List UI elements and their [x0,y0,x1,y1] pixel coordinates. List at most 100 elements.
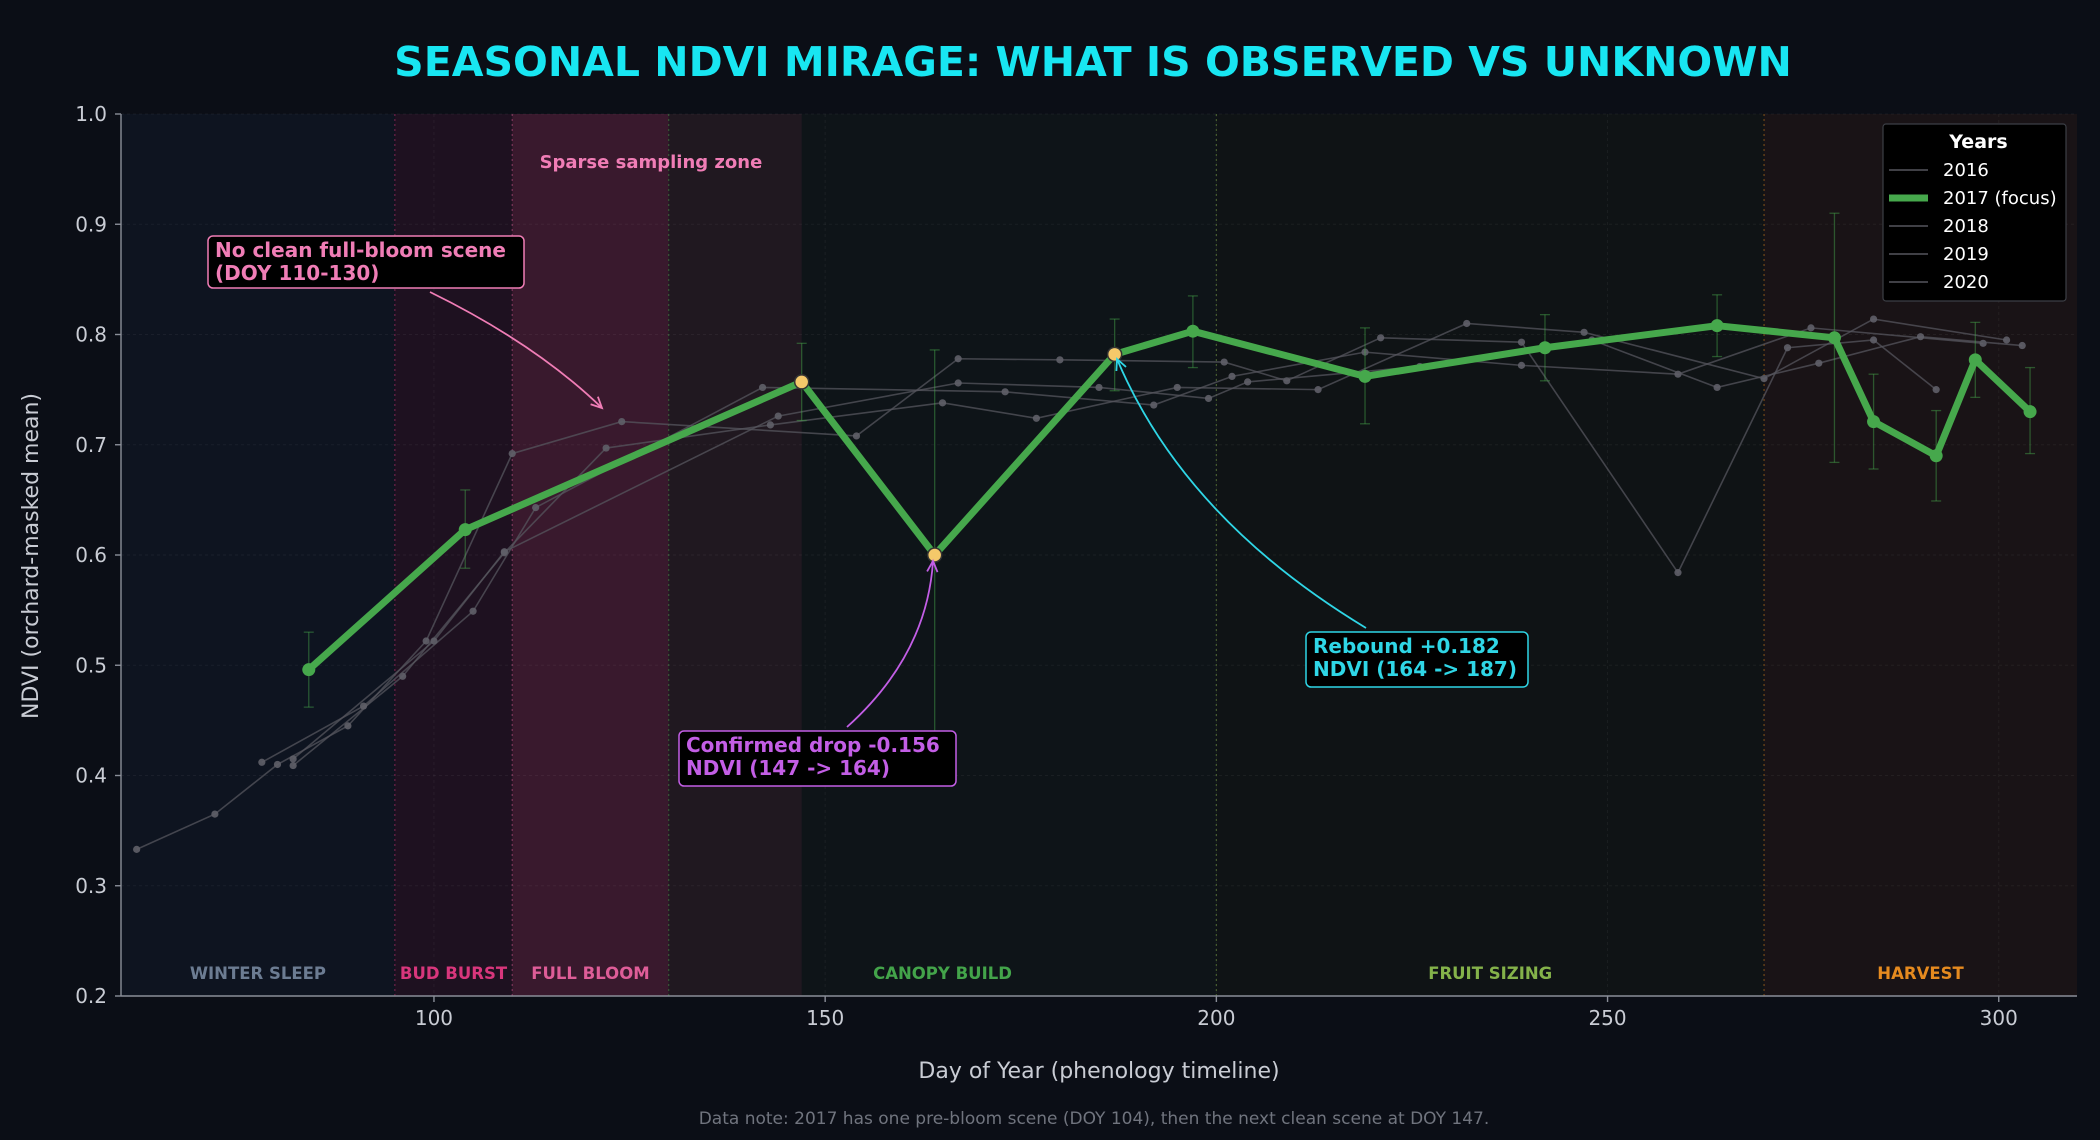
series-point-2019 [1228,372,1236,380]
highlight-point [793,374,810,390]
legend: Years 2016 2017 (focus) 2018 2019 2020 [1882,123,2067,302]
series-point-2016 [1674,569,1682,577]
series-point-2020 [1916,333,1925,341]
series-point-focus [1710,319,1724,333]
y-tick-label: 0.5 [75,653,107,677]
series-point-focus [1867,415,1881,429]
legend-label: 2020 [1943,272,1989,293]
annotation-text: Rebound +0.182 [1313,634,1500,658]
phase-label: FULL BLOOM [531,964,649,983]
series-point-2020 [289,755,297,763]
x-axis-label: Day of Year (phenology timeline) [918,1059,1279,1084]
y-tick-label: 0.7 [75,433,107,457]
y-tick-label: 0.2 [75,984,107,1008]
series-point-2016 [954,355,962,363]
annotation-text: Confirmed drop -0.156 [686,733,940,757]
annotation-text: (DOY 110-130) [215,261,379,285]
series-point-focus [1968,353,1982,367]
series-point-2018 [1463,319,1471,328]
series-point-2019 [1517,361,1526,369]
series-point-focus [1827,331,1841,345]
series-point-2019 [758,383,767,392]
phase-band [512,114,669,996]
legend-label: 2017 (focus) [1943,188,2057,209]
series-point-2019 [469,607,477,615]
series-line-focus [305,322,2034,674]
annotation-arrow [846,560,934,728]
series-point-2018 [289,761,297,770]
series-line-2016 [136,337,1937,851]
x-tick-label: 250 [1588,1006,1626,1030]
series-point-2020 [500,548,508,556]
phase-label: WINTER SLEEP [190,964,326,983]
series-line-2020 [292,335,2023,760]
series-point-2018 [1032,414,1041,422]
y-tick-label: 0.9 [75,212,107,236]
series-point-2016 [618,417,626,426]
series-point-focus [2023,405,2037,419]
series-point-focus [1358,369,1372,383]
series-point-2020 [1244,378,1252,386]
series-point-focus [302,663,316,677]
annotation-box [207,235,525,289]
series-point-focus [1929,449,1943,463]
annotation-arrow-head [1115,357,1127,372]
phase-label: HARVEST [1877,964,1964,983]
legend-box [1882,123,2067,302]
plot-area: Sparse sampling zone WINTER SLEEP BUD BURS… [75,102,2077,1030]
series-point-2016 [1377,334,1385,342]
phase-band [668,114,1217,996]
series-point-2016 [422,637,430,645]
series-point-2018 [1869,315,1878,323]
y-tick-label: 0.6 [75,543,107,567]
series-point-2020 [954,379,962,387]
series-point-2016 [344,722,352,730]
series-point-2019 [1001,388,1009,396]
series-line-2018 [292,318,2007,767]
x-tick-label: 100 [415,1006,453,1030]
annotation-box [1305,631,1529,688]
y-tick-label: 0.4 [75,764,107,788]
y-tick-label: 0.3 [75,874,107,898]
series-point-2016 [1932,386,1940,394]
annotation-arrow-head [590,396,604,410]
phase-label: FRUIT SIZING [1428,964,1552,983]
annotation-arrow [1116,358,1367,629]
series-point-focus [1186,324,1200,338]
series-point-2020 [1815,359,1823,367]
series-point-2018 [2002,336,2011,344]
legend-title: Years [1948,131,2007,153]
series-point-2016 [1783,344,1792,352]
legend-label: 2016 [1943,160,1989,181]
series-point-2020 [2018,341,2026,350]
series-point-2019 [1807,324,1815,332]
phase-band [1216,114,1765,996]
y-tick-label: 1.0 [75,102,107,126]
highlight-point [926,547,943,563]
annotation-text: No clean full-bloom scene [215,238,506,262]
highlight-point [1106,346,1123,363]
annotation-arrow-head [926,558,939,573]
legend-label: 2019 [1943,244,1989,265]
series-point-focus [1538,341,1552,355]
footnote: Data note: 2017 has one pre-bloom scene … [699,1109,1490,1129]
series-point-2016 [1517,338,1526,346]
phase-label: CANOPY BUILD [873,964,1012,983]
series-point-2019 [1150,401,1158,409]
series-point-2016 [852,432,861,440]
series-point-2016 [508,449,516,458]
sparse-zone-label: Sparse sampling zone [540,152,763,173]
series-point-2019 [1361,348,1369,356]
series-point-2016 [133,845,141,853]
annotation-text: NDVI (147 -> 164) [686,756,890,780]
annotation-no-bloom: No clean full-bloom scene(DOY 110-130) [207,235,604,410]
legend-label: 2018 [1943,216,1989,237]
series-point-focus [458,523,472,537]
series-point-2018 [1580,328,1588,336]
series-point-2018 [1173,383,1181,392]
x-tick-label: 300 [1980,1006,2018,1030]
series-point-2018 [1314,386,1322,394]
